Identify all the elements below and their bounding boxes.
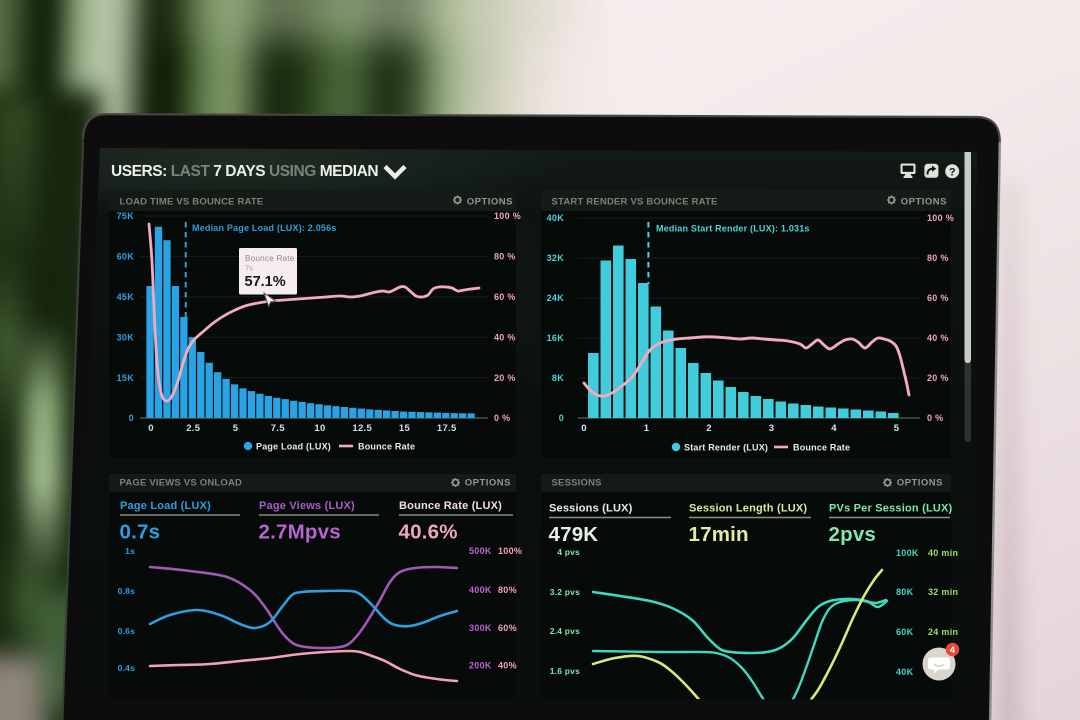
svg-text:3: 3	[769, 423, 775, 434]
svg-text:Bounce Rate: Bounce Rate	[358, 442, 415, 452]
svg-text:479K: 479K	[549, 523, 599, 546]
svg-text:60%: 60%	[498, 623, 517, 633]
svg-text:500K: 500K	[469, 546, 492, 556]
svg-text:0.8s: 0.8s	[118, 586, 135, 596]
svg-text:20 %: 20 %	[927, 373, 949, 383]
svg-text:?: ?	[949, 166, 956, 178]
svg-text:4: 4	[831, 423, 837, 434]
svg-text:Start Render (LUX): Start Render (LUX)	[684, 443, 768, 453]
svg-text:2.7Mpvs: 2.7Mpvs	[259, 521, 341, 544]
svg-text:80%: 80%	[498, 585, 517, 595]
svg-text:20 %: 20 %	[494, 373, 516, 383]
svg-text:OPTIONS: OPTIONS	[465, 478, 511, 489]
svg-text:OPTIONS: OPTIONS	[897, 478, 943, 489]
svg-text:32 min: 32 min	[928, 587, 958, 597]
svg-text:0.7s: 0.7s	[120, 521, 161, 544]
svg-text:40 min: 40 min	[928, 548, 958, 558]
svg-text:Bounce Rate: Bounce Rate	[245, 254, 295, 263]
svg-text:0: 0	[581, 423, 587, 434]
svg-text:45K: 45K	[117, 292, 135, 302]
svg-text:Session Length (LUX): Session Length (LUX)	[689, 503, 807, 515]
svg-text:1s: 1s	[125, 546, 135, 556]
svg-text:32K: 32K	[547, 253, 565, 263]
svg-text:60 %: 60 %	[494, 292, 516, 302]
svg-text:Bounce Rate (LUX): Bounce Rate (LUX)	[399, 500, 502, 512]
svg-text:12.5: 12.5	[352, 423, 372, 434]
svg-text:40 %: 40 %	[494, 332, 516, 342]
svg-text:300K: 300K	[469, 623, 492, 633]
svg-text:15K: 15K	[117, 373, 135, 383]
svg-text:100%: 100%	[498, 546, 522, 556]
svg-text:2pvs: 2pvs	[829, 523, 877, 546]
svg-text:40.6%: 40.6%	[399, 521, 458, 544]
svg-text:2: 2	[706, 423, 712, 434]
svg-text:0: 0	[559, 413, 564, 423]
svg-text:Page Views (LUX): Page Views (LUX)	[259, 500, 355, 512]
svg-text:LOAD TIME VS BOUNCE RATE: LOAD TIME VS BOUNCE RATE	[120, 197, 264, 208]
svg-text:7.5: 7.5	[271, 423, 286, 434]
svg-text:200K: 200K	[469, 661, 492, 671]
svg-text:100 %: 100 %	[494, 211, 521, 221]
svg-text:START RENDER VS BOUNCE RATE: START RENDER VS BOUNCE RATE	[552, 197, 718, 208]
svg-text:7s: 7s	[245, 264, 253, 273]
svg-text:0.4s: 0.4s	[118, 663, 135, 673]
svg-text:Sessions (LUX): Sessions (LUX)	[549, 503, 633, 515]
svg-text:57.1%: 57.1%	[245, 274, 286, 290]
svg-text:15: 15	[399, 423, 411, 434]
svg-text:2.5: 2.5	[186, 423, 201, 434]
svg-text:Median Start Render (LUX): 1.0: Median Start Render (LUX): 1.031s	[656, 224, 810, 234]
svg-text:400K: 400K	[469, 585, 492, 595]
svg-text:PAGE VIEWS VS ONLOAD: PAGE VIEWS VS ONLOAD	[120, 478, 243, 489]
svg-text:100K: 100K	[896, 548, 919, 558]
svg-text:40%: 40%	[498, 661, 517, 671]
svg-text:24 min: 24 min	[928, 627, 958, 637]
svg-text:16K: 16K	[547, 333, 565, 343]
svg-text:1: 1	[644, 423, 650, 434]
svg-text:0.6s: 0.6s	[118, 626, 135, 636]
svg-text:100 %: 100 %	[927, 213, 954, 223]
svg-text:0: 0	[148, 423, 154, 434]
svg-text:75K: 75K	[117, 211, 135, 221]
svg-text:0 %: 0 %	[927, 413, 943, 423]
svg-text:0: 0	[129, 413, 134, 423]
svg-text:PVs Per Session (LUX): PVs Per Session (LUX)	[829, 503, 953, 515]
svg-text:4 pvs: 4 pvs	[557, 547, 580, 557]
svg-text:USERS: LAST 7 DAYS USING MEDIA: USERS: LAST 7 DAYS USING MEDIAN	[111, 163, 378, 180]
svg-text:10: 10	[314, 423, 325, 434]
svg-text:80K: 80K	[896, 587, 914, 597]
svg-text:5: 5	[233, 423, 239, 434]
svg-text:Page Load (LUX): Page Load (LUX)	[256, 442, 331, 452]
svg-text:80 %: 80 %	[927, 253, 949, 263]
svg-text:40K: 40K	[896, 667, 914, 677]
svg-text:OPTIONS: OPTIONS	[901, 197, 947, 208]
svg-text:40K: 40K	[547, 213, 565, 223]
svg-text:17min: 17min	[689, 523, 749, 546]
svg-text:30K: 30K	[117, 332, 135, 342]
svg-text:5: 5	[894, 423, 900, 434]
svg-text:SESSIONS: SESSIONS	[552, 478, 602, 489]
svg-text:80 %: 80 %	[494, 252, 516, 262]
svg-text:Page Load (LUX): Page Load (LUX)	[120, 500, 211, 512]
svg-text:1.6 pvs: 1.6 pvs	[550, 666, 580, 676]
svg-text:OPTIONS: OPTIONS	[467, 197, 513, 208]
svg-text:40 %: 40 %	[927, 333, 949, 343]
svg-text:0 %: 0 %	[494, 413, 510, 423]
svg-text:24K: 24K	[547, 293, 565, 303]
svg-text:60K: 60K	[896, 627, 914, 637]
svg-text:3.2 pvs: 3.2 pvs	[550, 587, 580, 597]
svg-text:60K: 60K	[117, 252, 135, 262]
svg-text:4: 4	[950, 645, 955, 655]
svg-text:2.4 pvs: 2.4 pvs	[550, 626, 580, 636]
svg-text:8K: 8K	[552, 373, 564, 383]
svg-text:60 %: 60 %	[927, 293, 949, 303]
svg-text:Bounce Rate: Bounce Rate	[793, 443, 850, 453]
svg-text:Median Page Load (LUX): 2.056s: Median Page Load (LUX): 2.056s	[192, 223, 337, 233]
svg-text:17.5: 17.5	[437, 423, 457, 434]
